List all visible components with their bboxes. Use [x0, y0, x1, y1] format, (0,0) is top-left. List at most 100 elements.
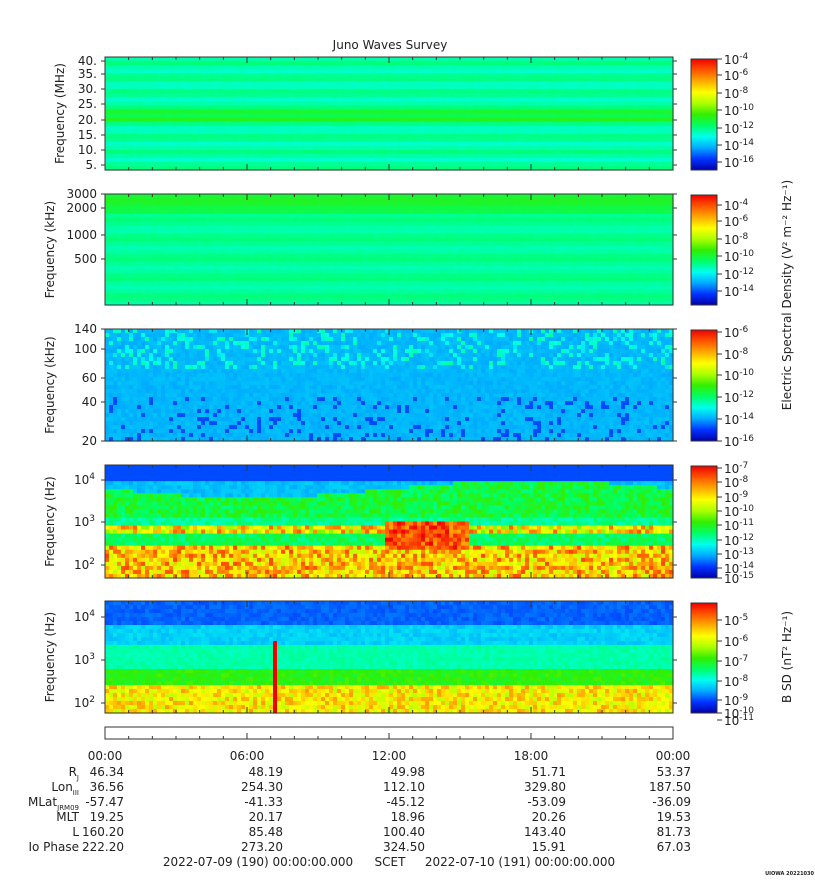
heatmap-cell [637, 65, 642, 70]
heatmap-cell [377, 205, 382, 211]
heatmap-cell [157, 93, 162, 98]
heatmap-cell [461, 137, 466, 143]
heatmap-cell [553, 69, 558, 74]
heatmap-cell [125, 105, 130, 111]
heatmap-cell [457, 101, 462, 107]
heatmap-cell [377, 61, 382, 66]
heatmap-cell [117, 65, 122, 70]
heatmap-cell [541, 209, 546, 215]
heatmap-cell [289, 61, 294, 66]
heatmap-cell [413, 141, 418, 147]
heatmap-cell [505, 157, 510, 163]
heatmap-cell [237, 93, 242, 98]
heatmap-cell [269, 97, 274, 102]
heatmap-cell [161, 85, 166, 90]
heatmap-cell [421, 65, 426, 70]
heatmap-cell [329, 133, 334, 139]
heatmap-cell [277, 157, 282, 163]
heatmap-cell [213, 109, 218, 115]
heatmap-cell [493, 105, 498, 111]
heatmap-cell [541, 205, 546, 211]
heatmap-cell [521, 194, 526, 199]
heatmap-cell [257, 157, 262, 163]
heatmap-cell [365, 117, 370, 123]
heatmap-cell [293, 65, 298, 70]
heatmap-cell [649, 81, 654, 86]
heatmap-cell [441, 65, 446, 70]
heatmap-cell [525, 77, 530, 82]
heatmap-cell [173, 113, 178, 119]
heatmap-cell [153, 141, 158, 147]
heatmap-cell [161, 109, 166, 115]
heatmap-cell [245, 85, 250, 90]
heatmap-cell [509, 197, 514, 203]
heatmap-cell [525, 141, 530, 147]
heatmap-cell [645, 57, 650, 62]
heatmap-cell [549, 57, 554, 62]
heatmap-cell [253, 209, 258, 215]
heatmap-cell [653, 197, 658, 203]
heatmap-cell [365, 213, 370, 219]
heatmap-cell [309, 145, 314, 151]
heatmap-cell [301, 129, 306, 135]
heatmap-cell [417, 209, 422, 215]
heatmap-cell [185, 105, 190, 111]
heatmap-cell [669, 77, 674, 82]
heatmap-cell [321, 141, 326, 147]
heatmap-cell [321, 97, 326, 102]
heatmap-cell [581, 157, 586, 163]
heatmap-cell [441, 141, 446, 147]
heatmap-cell [465, 145, 470, 151]
heatmap-cell [181, 85, 186, 90]
heatmap-cell [657, 97, 662, 102]
heatmap-cell [365, 149, 370, 155]
heatmap-cell [653, 117, 658, 123]
heatmap-cell [621, 141, 626, 147]
heatmap-cell [205, 69, 210, 74]
heatmap-cell [325, 81, 330, 86]
heatmap-cell [413, 109, 418, 115]
heatmap-cell [397, 77, 402, 82]
heatmap-cell [461, 197, 466, 203]
heatmap-cell [285, 137, 290, 143]
heatmap-cell [149, 194, 154, 199]
heatmap-cell [561, 197, 566, 203]
heatmap-cell [157, 165, 162, 171]
heatmap-cell [553, 61, 558, 66]
heatmap-cell [181, 125, 186, 131]
heatmap-cell [337, 125, 342, 131]
heatmap-cell [645, 113, 650, 119]
heatmap-cell [457, 153, 462, 159]
heatmap-cell [465, 165, 470, 171]
heatmap-cell [617, 85, 622, 90]
heatmap-cell [177, 73, 182, 78]
heatmap-cell [541, 125, 546, 131]
heatmap-cell [425, 81, 430, 86]
heatmap-cell [273, 89, 278, 94]
heatmap-cell [497, 105, 502, 111]
heatmap-cell [533, 105, 538, 111]
heatmap-cell [181, 89, 186, 94]
heatmap-cell [325, 209, 330, 215]
heatmap-cell [385, 117, 390, 123]
heatmap-cell [545, 113, 550, 119]
heatmap-cell [113, 57, 118, 62]
heatmap-cell [301, 165, 306, 171]
heatmap-cell [309, 121, 314, 127]
heatmap-cell [233, 101, 238, 107]
heatmap-cell [429, 217, 434, 223]
heatmap-cell [597, 201, 602, 207]
heatmap-cell [593, 81, 598, 86]
heatmap-cell [625, 73, 630, 78]
heatmap-cell [125, 117, 130, 123]
heatmap-cell [193, 97, 198, 102]
heatmap-cell [349, 133, 354, 139]
heatmap-cell [181, 77, 186, 82]
heatmap-cell [501, 133, 506, 139]
heatmap-cell [273, 73, 278, 78]
heatmap-cell [565, 77, 570, 82]
heatmap-cell [573, 73, 578, 78]
heatmap-cell [493, 113, 498, 119]
heatmap-cell [633, 213, 638, 219]
heatmap-cell [657, 69, 662, 74]
